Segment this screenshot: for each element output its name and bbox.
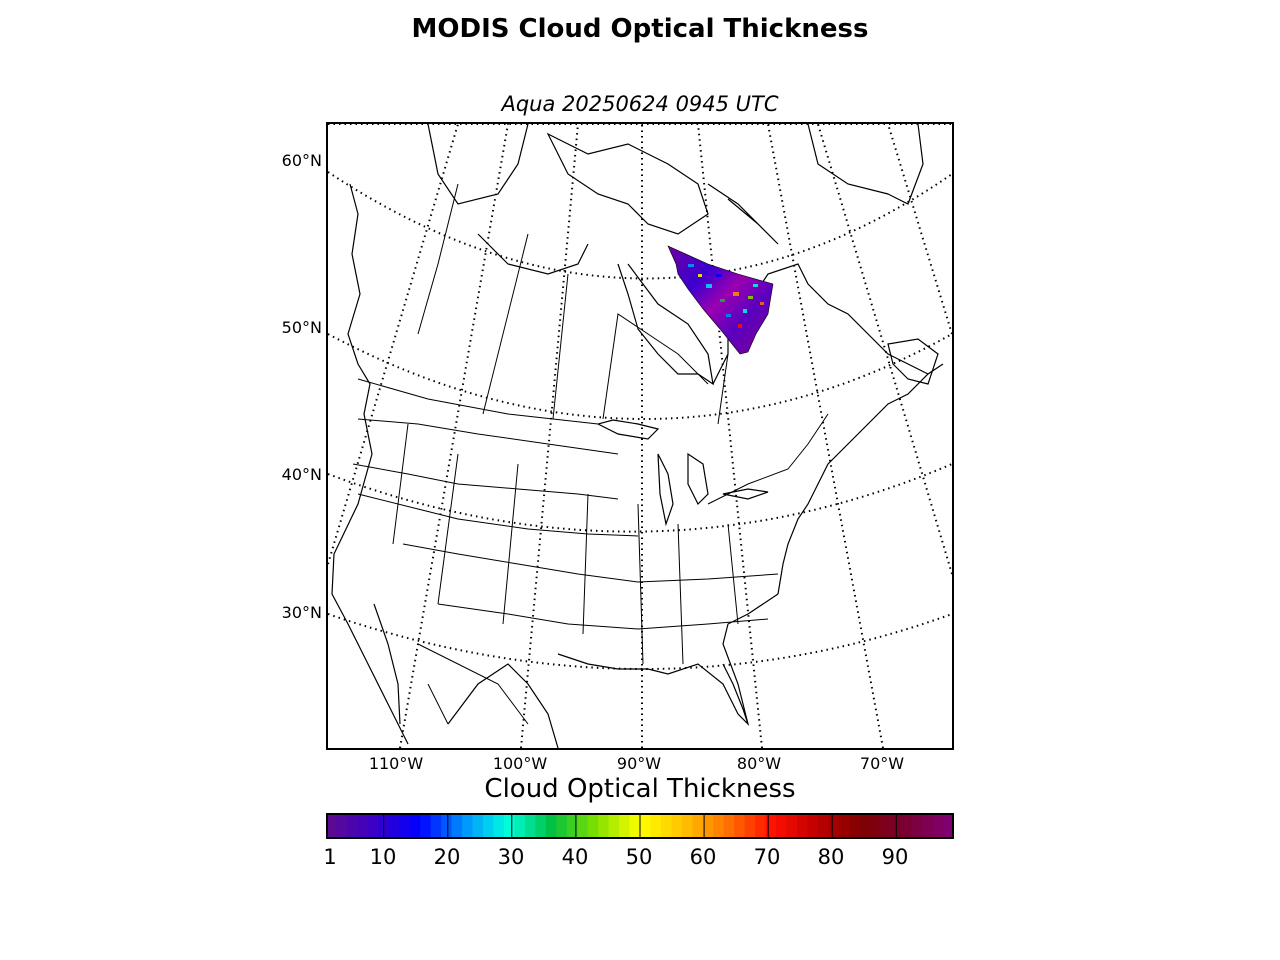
- colorbar-tick-60: 60: [689, 845, 717, 869]
- colorbar-segment: [817, 813, 829, 839]
- colorbar-tick-70: 70: [753, 845, 781, 869]
- colorbar-segment: [514, 813, 526, 839]
- colorbar-tick-50: 50: [625, 845, 653, 869]
- colorbar-tick-40: 40: [561, 845, 589, 869]
- colorbar-segment: [451, 813, 463, 839]
- latitude-lines: [328, 124, 952, 670]
- colorbar-tick-1: 1: [323, 845, 337, 869]
- colorbar-segment: [870, 813, 882, 839]
- colorbar-segment: [901, 813, 913, 839]
- colorbar-segment: [797, 813, 809, 839]
- colorbar-tick-20: 20: [433, 845, 461, 869]
- colorbar-segment: [943, 813, 954, 839]
- colorbar-segment: [807, 813, 819, 839]
- colorbar-border: [326, 813, 954, 839]
- colorbar-segment: [420, 813, 432, 839]
- lat-label-50n: 50°N: [281, 318, 322, 337]
- lon-label-80w: 80°W: [736, 754, 782, 773]
- lat-label-30n: 30°N: [281, 603, 322, 622]
- colorbar-segment: [765, 813, 777, 839]
- map-panel: [326, 122, 954, 750]
- colorbar-segment: [409, 813, 421, 839]
- colorbar-segment: [734, 813, 746, 839]
- colorbar-segment: [367, 813, 379, 839]
- colorbar-segment: [441, 813, 453, 839]
- colorbar-segment: [483, 813, 495, 839]
- colorbar-tick-marks: [326, 813, 897, 839]
- colorbar-segment: [619, 813, 631, 839]
- colorbar-segment: [650, 813, 662, 839]
- map-canvas: [328, 124, 952, 748]
- colorbar-segment: [346, 813, 358, 839]
- colorbar-segment: [430, 813, 442, 839]
- meridian-lines: [328, 124, 952, 748]
- political-boundaries: [352, 183, 829, 725]
- colorbar-segment: [326, 813, 338, 839]
- colorbar-segment: [744, 813, 756, 839]
- lon-label-90w: 90°W: [616, 754, 662, 773]
- colorbar-tick-30: 30: [497, 845, 525, 869]
- colorbar-segment: [608, 813, 620, 839]
- colorbar-segment: [723, 813, 735, 839]
- colorbar-label: Cloud Optical Thickness: [484, 774, 796, 804]
- colorbar-segment: [671, 813, 683, 839]
- colorbar-segment: [462, 813, 474, 839]
- colorbar-segment: [828, 813, 840, 839]
- colorbar-segment: [503, 813, 515, 839]
- colorbar-segment: [577, 813, 589, 839]
- colorbar-segment: [493, 813, 505, 839]
- colorbar-segment: [472, 813, 484, 839]
- colorbar-segment: [776, 813, 788, 839]
- colorbar-segment: [933, 813, 945, 839]
- colorbar-segment: [388, 813, 400, 839]
- cloud-retrieval-swath: [667, 245, 774, 355]
- colorbar-segment: [556, 813, 568, 839]
- lon-label-70w: 70°W: [859, 754, 905, 773]
- lat-label-60n: 60°N: [281, 151, 322, 170]
- lat-label-40n: 40°N: [281, 465, 322, 484]
- colorbar-segment: [566, 813, 578, 839]
- colorbar-segment: [535, 813, 547, 839]
- colorbar-segment: [702, 813, 714, 839]
- colorbar-tick-10: 10: [369, 845, 397, 869]
- colorbar-segment: [922, 813, 934, 839]
- lon-label-110w: 110°W: [368, 754, 424, 773]
- colorbar-segment: [524, 813, 536, 839]
- chart-title: MODIS Cloud Optical Thickness: [411, 14, 869, 44]
- colorbar-segments: [326, 813, 954, 839]
- colorbar-segment: [660, 813, 672, 839]
- colorbar-segment: [598, 813, 610, 839]
- colorbar-segment: [713, 813, 725, 839]
- colorbar-segment: [399, 813, 411, 839]
- colorbar-segment: [786, 813, 798, 839]
- colorbar-segment: [629, 813, 641, 839]
- colorbar: [326, 813, 954, 839]
- colorbar-segment: [755, 813, 767, 839]
- colorbar-segment: [587, 813, 599, 839]
- colorbar-segment: [880, 813, 892, 839]
- colorbar-segment: [336, 813, 348, 839]
- coastlines: [331, 124, 944, 748]
- colorbar-segment: [692, 813, 704, 839]
- colorbar-tick-90: 90: [881, 845, 909, 869]
- colorbar-tick-80: 80: [817, 845, 845, 869]
- colorbar-segment: [912, 813, 924, 839]
- chart-subtitle: Aqua 20250624 0945 UTC: [501, 92, 779, 116]
- colorbar-segment: [849, 813, 861, 839]
- colorbar-segment: [838, 813, 850, 839]
- colorbar-segment: [681, 813, 693, 839]
- colorbar-segment: [859, 813, 871, 839]
- colorbar-segment: [640, 813, 652, 839]
- colorbar-segment: [545, 813, 557, 839]
- lon-label-100w: 100°W: [492, 754, 548, 773]
- colorbar-segment: [357, 813, 369, 839]
